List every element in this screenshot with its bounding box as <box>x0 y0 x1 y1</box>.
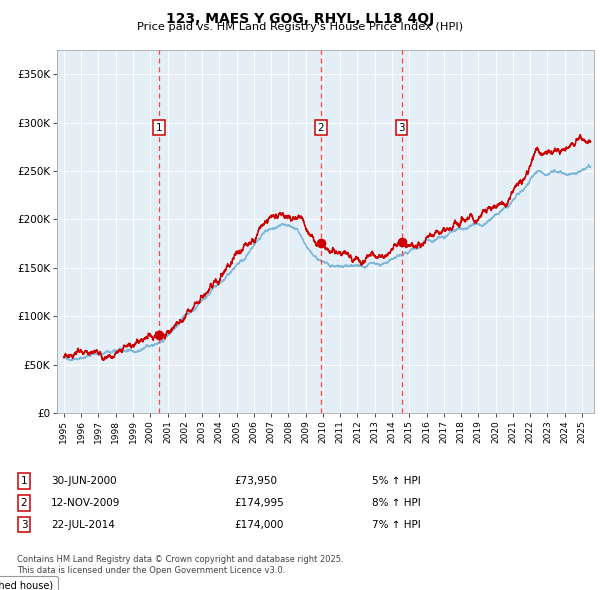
Text: 1: 1 <box>20 476 28 486</box>
Text: This data is licensed under the Open Government Licence v3.0.: This data is licensed under the Open Gov… <box>17 566 285 575</box>
Text: 12-NOV-2009: 12-NOV-2009 <box>51 498 121 507</box>
Text: 3: 3 <box>398 123 405 133</box>
Text: £73,950: £73,950 <box>234 476 277 486</box>
Text: 2: 2 <box>317 123 324 133</box>
Text: £174,995: £174,995 <box>234 498 284 507</box>
Text: Contains HM Land Registry data © Crown copyright and database right 2025.: Contains HM Land Registry data © Crown c… <box>17 555 343 564</box>
Text: 30-JUN-2000: 30-JUN-2000 <box>51 476 116 486</box>
Text: 123, MAES Y GOG, RHYL, LL18 4QJ: 123, MAES Y GOG, RHYL, LL18 4QJ <box>166 12 434 26</box>
Text: 8% ↑ HPI: 8% ↑ HPI <box>372 498 421 507</box>
Text: 2: 2 <box>20 498 28 507</box>
Text: £174,000: £174,000 <box>234 520 283 529</box>
Legend: 123, MAES Y GOG, RHYL, LL18 4QJ (detached house), HPI: Average price, detached h: 123, MAES Y GOG, RHYL, LL18 4QJ (detache… <box>0 576 58 590</box>
Text: Price paid vs. HM Land Registry's House Price Index (HPI): Price paid vs. HM Land Registry's House … <box>137 22 463 32</box>
Text: 3: 3 <box>20 520 28 529</box>
Text: 7% ↑ HPI: 7% ↑ HPI <box>372 520 421 529</box>
Text: 22-JUL-2014: 22-JUL-2014 <box>51 520 115 529</box>
Text: 5% ↑ HPI: 5% ↑ HPI <box>372 476 421 486</box>
Text: 1: 1 <box>155 123 162 133</box>
